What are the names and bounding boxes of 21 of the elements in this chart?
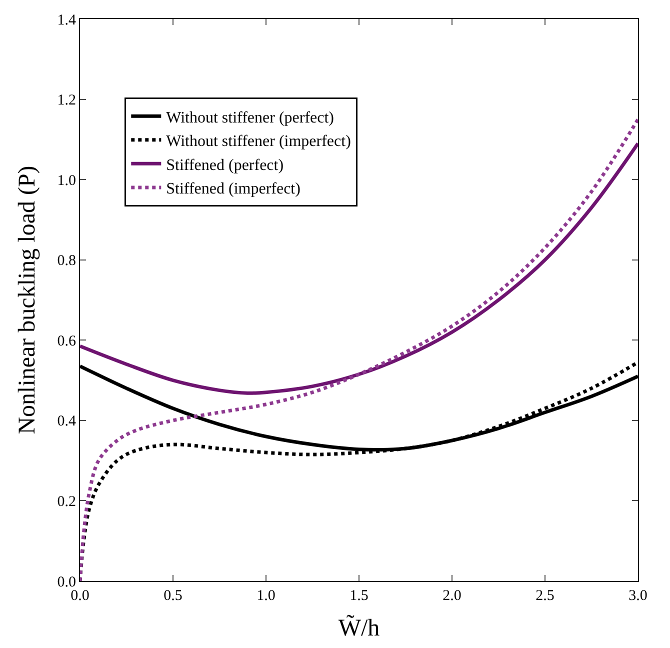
y-tick-label: 0.6 (57, 333, 76, 350)
x-tick-label: 1.0 (256, 588, 276, 604)
x-tick-label: 2.0 (442, 588, 462, 604)
x-tick-label: 0.0 (70, 588, 90, 604)
x-tick-label: 1.5 (350, 588, 368, 604)
y-tick-label: 0.2 (57, 494, 76, 510)
y-tick-label: 1.4 (57, 12, 76, 28)
y-tick-label: 1.2 (57, 92, 76, 109)
y-tick-label: 0.8 (57, 253, 76, 270)
x-tick-label: 2.5 (536, 588, 554, 604)
y-axis-title: Nonlinear buckling load (P) (14, 166, 40, 434)
legend-label: Stiffened (imperfect) (166, 180, 300, 198)
legend-label: Stiffened (perfect) (166, 156, 284, 174)
y-tick-label: 0.0 (57, 574, 76, 590)
y-tick-label: 1.0 (57, 172, 76, 189)
x-tick-label: 0.5 (164, 588, 182, 604)
x-tick-label: 3.0 (628, 588, 648, 604)
legend-label: Without stiffener (perfect) (166, 109, 334, 126)
legend-label: Without stiffener (imperfect) (166, 133, 351, 150)
x-axis-title: W̃/h (338, 614, 380, 642)
y-tick-label: 0.4 (57, 414, 76, 430)
